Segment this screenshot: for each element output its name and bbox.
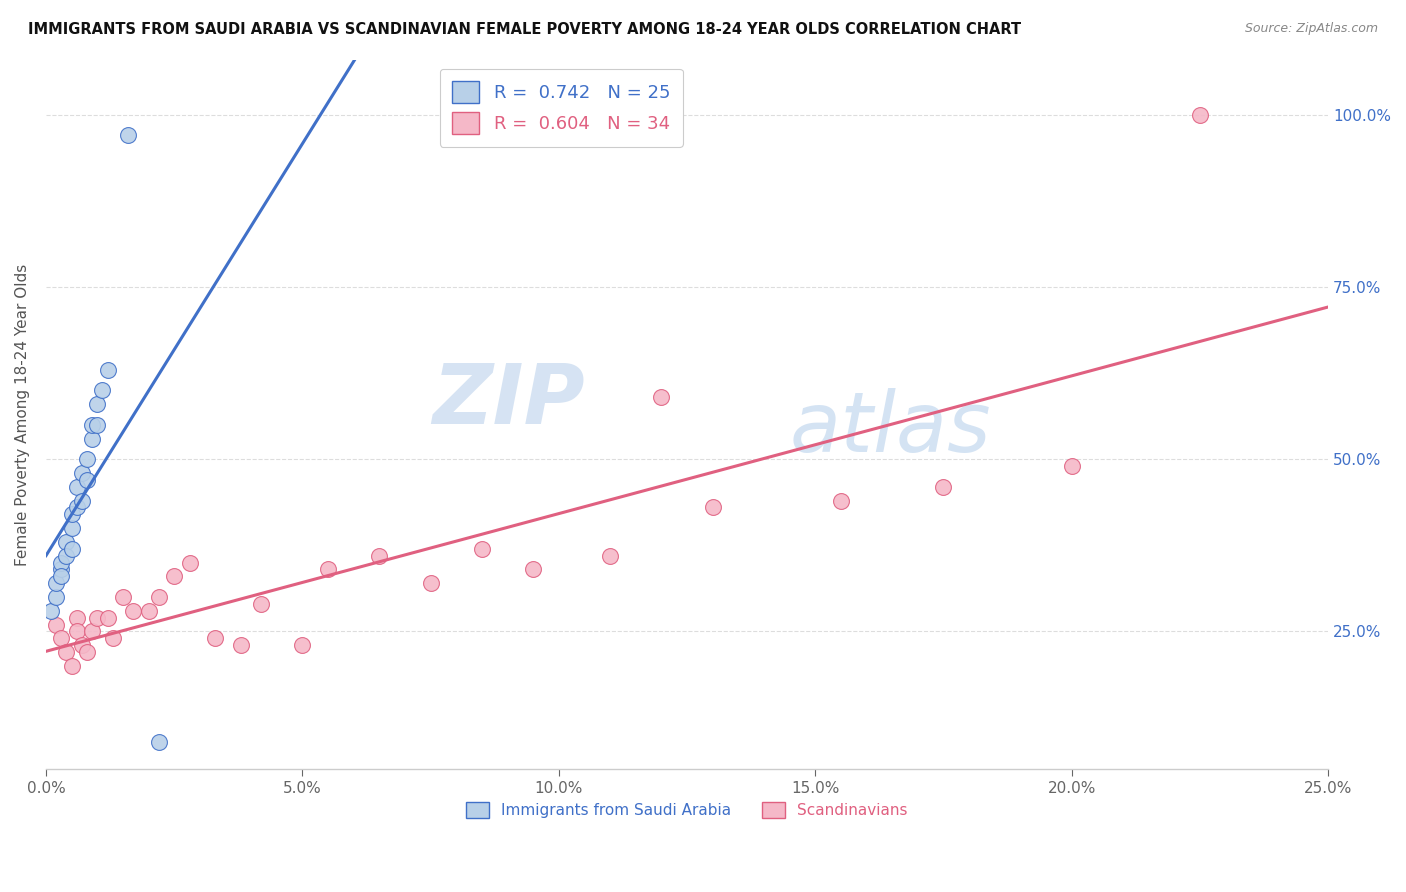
Text: ZIP: ZIP: [432, 359, 585, 441]
Point: [86, 417, 108, 432]
Text: atlas: atlas: [790, 388, 991, 469]
Point: [82, 417, 104, 432]
Point: [932, 480, 955, 494]
Point: [66, 500, 89, 515]
Point: [291, 638, 314, 652]
Point: [96, 611, 118, 625]
Point: [204, 632, 226, 646]
Point: [138, 604, 160, 618]
Point: [82, 624, 104, 639]
Legend: Immigrants from Saudi Arabia, Scandinavians: Immigrants from Saudi Arabia, Scandinavi…: [458, 794, 915, 825]
Point: [45, 617, 67, 632]
Point: [60, 659, 83, 673]
Point: [70, 466, 93, 480]
Point: [82, 432, 104, 446]
Point: [76, 452, 98, 467]
Point: [148, 590, 170, 604]
Point: [51, 569, 73, 583]
Point: [51, 556, 73, 570]
Point: [70, 638, 93, 652]
Point: [96, 362, 118, 376]
Point: [51, 632, 73, 646]
Point: [122, 604, 145, 618]
Point: [55, 535, 77, 549]
Point: [522, 562, 544, 576]
Point: [76, 645, 98, 659]
Point: [229, 638, 252, 652]
Point: [1188, 108, 1211, 122]
Point: [471, 541, 494, 556]
Point: [111, 590, 134, 604]
Point: [148, 735, 170, 749]
Point: [70, 493, 93, 508]
Point: [39, 604, 62, 618]
Point: [117, 128, 139, 143]
Point: [76, 473, 98, 487]
Point: [66, 480, 89, 494]
Text: Source: ZipAtlas.com: Source: ZipAtlas.com: [1244, 22, 1378, 36]
Point: [86, 397, 108, 411]
Point: [66, 611, 89, 625]
Point: [91, 384, 114, 398]
Point: [86, 611, 108, 625]
Point: [1060, 459, 1083, 474]
Y-axis label: Female Poverty Among 18-24 Year Olds: Female Poverty Among 18-24 Year Olds: [15, 263, 30, 566]
Point: [316, 562, 339, 576]
Point: [830, 493, 852, 508]
Point: [51, 562, 73, 576]
Point: [368, 549, 391, 563]
Point: [163, 569, 186, 583]
Point: [599, 549, 621, 563]
Point: [702, 500, 724, 515]
Point: [45, 576, 67, 591]
Point: [66, 624, 89, 639]
Point: [179, 556, 201, 570]
Point: [419, 576, 441, 591]
Point: [60, 541, 83, 556]
Point: [650, 390, 672, 404]
Point: [45, 590, 67, 604]
Point: [55, 645, 77, 659]
Point: [60, 521, 83, 535]
Text: IMMIGRANTS FROM SAUDI ARABIA VS SCANDINAVIAN FEMALE POVERTY AMONG 18-24 YEAR OLD: IMMIGRANTS FROM SAUDI ARABIA VS SCANDINA…: [28, 22, 1021, 37]
Point: [250, 597, 273, 611]
Point: [55, 549, 77, 563]
Point: [60, 508, 83, 522]
Point: [101, 632, 124, 646]
